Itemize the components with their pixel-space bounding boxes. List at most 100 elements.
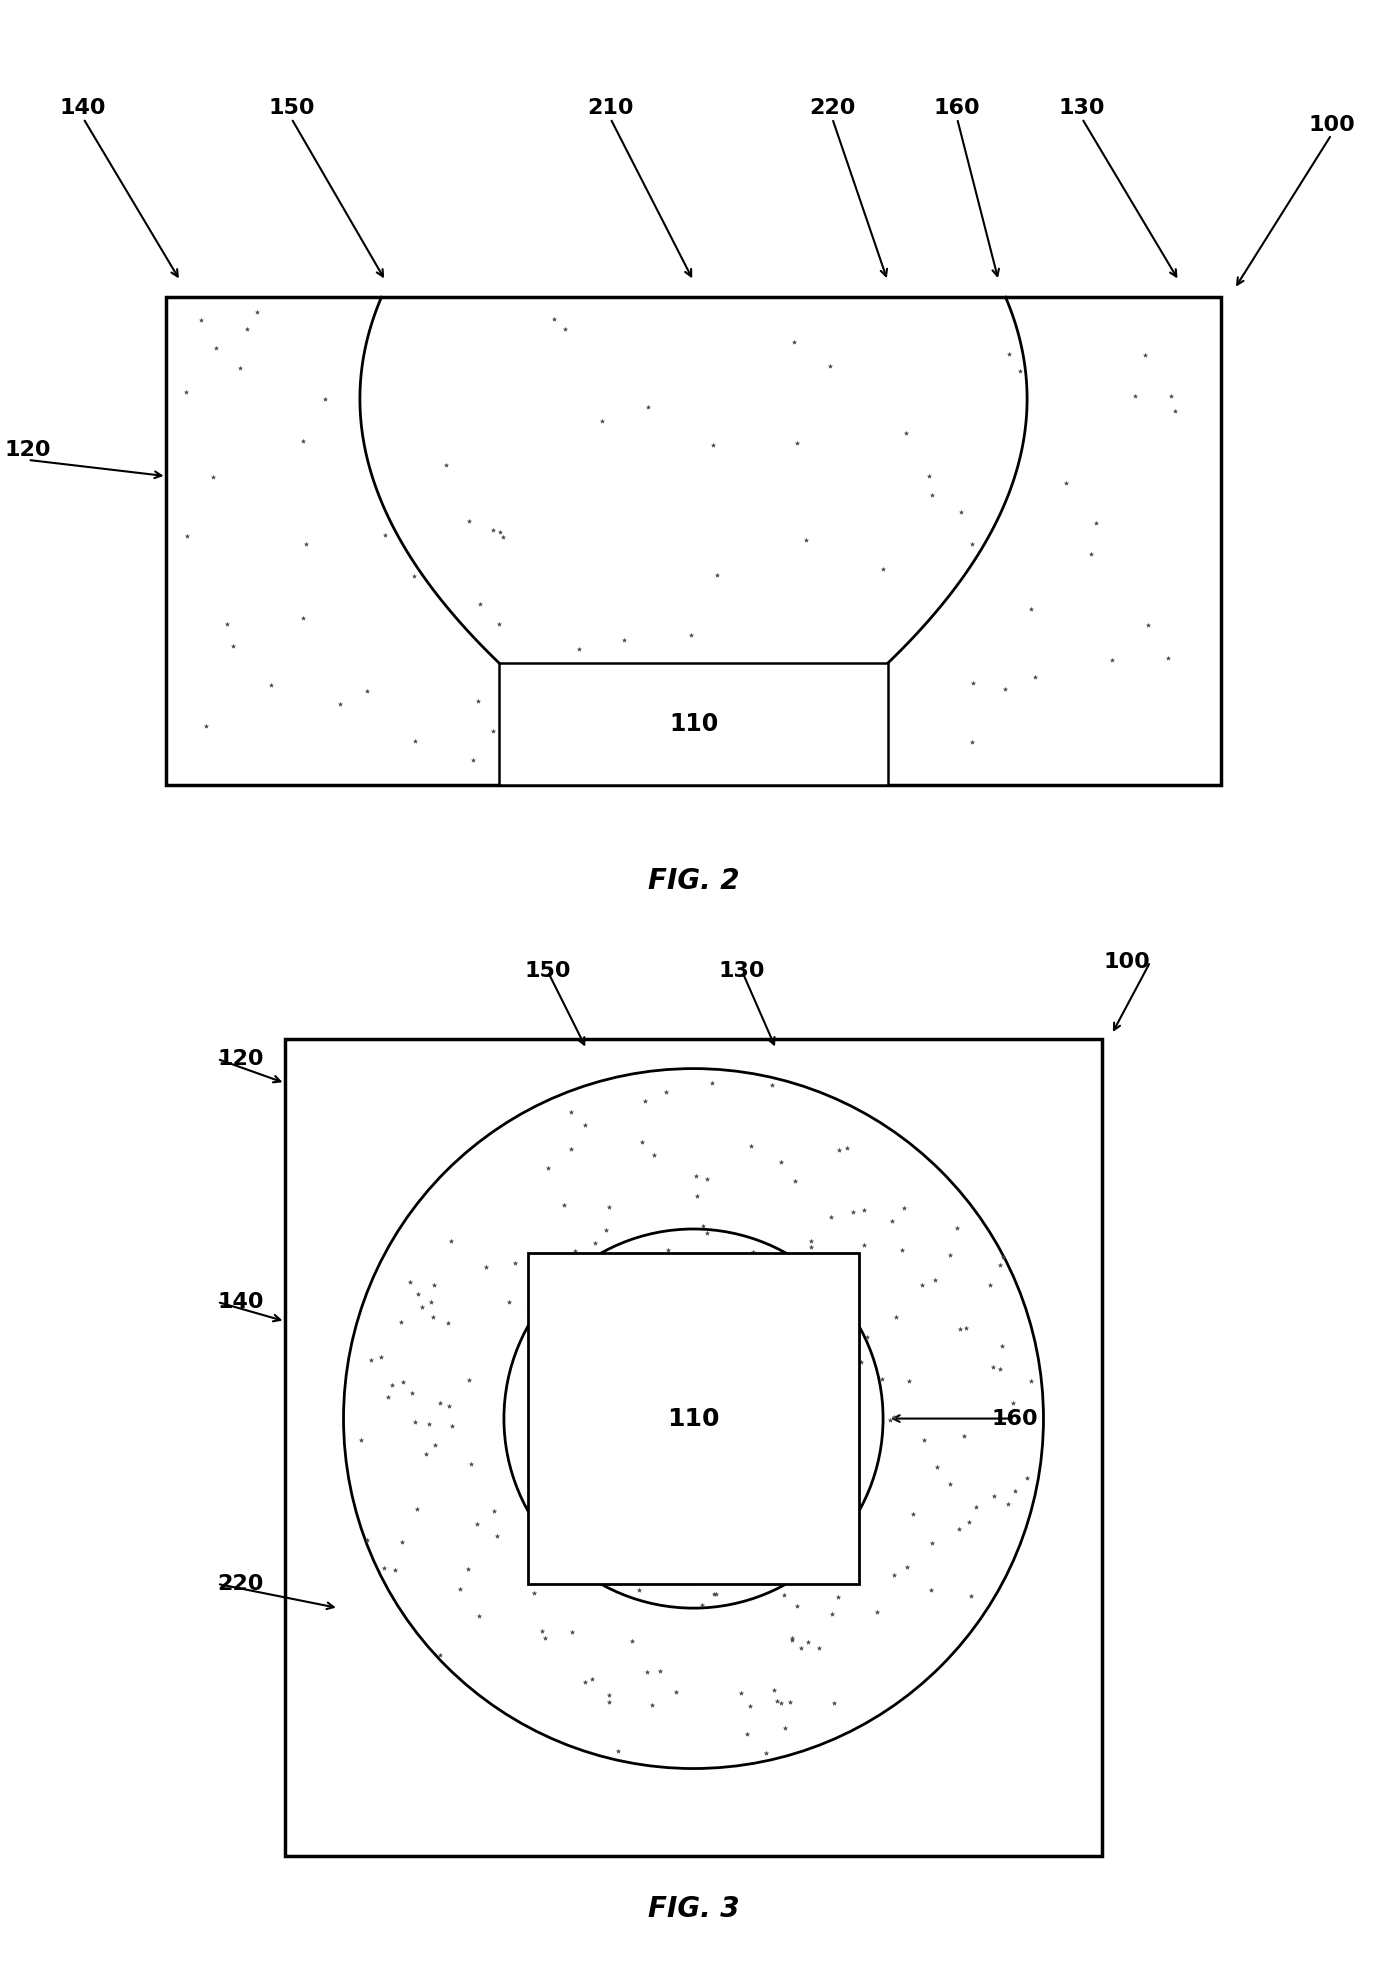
- Point: [466, 684, 488, 716]
- Point: [581, 1663, 603, 1694]
- Point: [961, 528, 983, 559]
- Point: [677, 1520, 699, 1551]
- Point: [961, 667, 983, 698]
- Point: [664, 1676, 687, 1708]
- Point: [569, 633, 591, 665]
- Point: [474, 1252, 497, 1284]
- Point: [361, 1345, 383, 1377]
- Point: [467, 1601, 490, 1633]
- Point: [635, 1657, 657, 1688]
- Text: 150: 150: [524, 962, 571, 982]
- Point: [441, 1411, 463, 1442]
- Point: [921, 478, 943, 510]
- Point: [655, 1371, 677, 1403]
- Point: [659, 1373, 681, 1405]
- Point: [201, 460, 223, 492]
- Point: [813, 1480, 835, 1512]
- Point: [856, 1321, 878, 1353]
- Point: [509, 732, 531, 764]
- Point: [992, 1240, 1014, 1272]
- Point: [965, 1492, 988, 1524]
- Point: [373, 1551, 395, 1583]
- Point: [720, 1327, 742, 1359]
- Point: [517, 1294, 540, 1325]
- Point: [417, 1409, 440, 1440]
- Text: 110: 110: [669, 712, 718, 736]
- Text: 160: 160: [990, 1409, 1037, 1428]
- Point: [696, 1218, 718, 1250]
- Point: [377, 1381, 399, 1413]
- Point: [574, 1667, 596, 1698]
- Point: [781, 1623, 803, 1655]
- Point: [587, 1544, 609, 1575]
- Point: [1001, 1387, 1024, 1419]
- Point: [641, 1690, 663, 1722]
- Point: [911, 1270, 933, 1302]
- Point: [702, 431, 724, 462]
- Point: [1019, 593, 1042, 625]
- Point: [440, 1224, 462, 1256]
- Point: [703, 1579, 725, 1611]
- Point: [598, 657, 620, 688]
- Point: [406, 1492, 429, 1524]
- Point: [763, 1674, 785, 1706]
- Point: [731, 675, 753, 706]
- Point: [989, 1250, 1011, 1282]
- Point: [294, 528, 316, 559]
- Point: [399, 1266, 422, 1298]
- Point: [534, 1623, 556, 1655]
- Point: [1004, 1476, 1026, 1508]
- Point: [793, 681, 816, 712]
- Point: [460, 1448, 483, 1480]
- Bar: [166, 298, 1221, 786]
- Point: [763, 1500, 785, 1532]
- Point: [770, 1270, 792, 1302]
- Point: [196, 710, 218, 742]
- Point: [384, 1555, 406, 1587]
- Point: [918, 460, 940, 492]
- Point: [1157, 643, 1179, 675]
- Point: [994, 673, 1017, 704]
- Point: [655, 1075, 677, 1107]
- Text: 220: 220: [218, 1573, 264, 1593]
- Point: [606, 1305, 628, 1337]
- Point: [291, 425, 313, 456]
- Point: [584, 1228, 606, 1260]
- Text: 110: 110: [667, 1407, 720, 1430]
- Point: [415, 1438, 437, 1470]
- Point: [795, 524, 817, 556]
- Point: [763, 1492, 785, 1524]
- Point: [691, 1589, 713, 1621]
- Point: [495, 710, 517, 742]
- Point: [423, 1270, 445, 1302]
- Point: [613, 1323, 635, 1355]
- Point: [742, 1236, 764, 1268]
- Point: [687, 1180, 709, 1212]
- Point: [760, 1458, 782, 1490]
- Point: [735, 1409, 757, 1440]
- Text: 120: 120: [4, 440, 51, 460]
- Point: [828, 1133, 850, 1165]
- Point: [652, 1315, 674, 1347]
- Point: [890, 1234, 913, 1266]
- Point: [746, 1282, 768, 1313]
- Point: [458, 1553, 480, 1585]
- Point: [954, 1311, 976, 1343]
- Point: [215, 607, 237, 639]
- Point: [770, 1147, 792, 1178]
- Text: 100: 100: [1104, 952, 1150, 972]
- Point: [458, 506, 480, 538]
- Point: [716, 1272, 738, 1303]
- Point: [774, 1379, 796, 1411]
- Point: [702, 1067, 724, 1099]
- Point: [448, 1573, 470, 1605]
- Point: [581, 1341, 603, 1373]
- Point: [537, 1153, 559, 1184]
- Point: [293, 601, 315, 633]
- Text: 160: 160: [933, 99, 981, 119]
- Point: [680, 619, 702, 651]
- Point: [1021, 1365, 1043, 1397]
- Point: [381, 1369, 404, 1401]
- Point: [329, 688, 351, 720]
- Point: [537, 1341, 559, 1373]
